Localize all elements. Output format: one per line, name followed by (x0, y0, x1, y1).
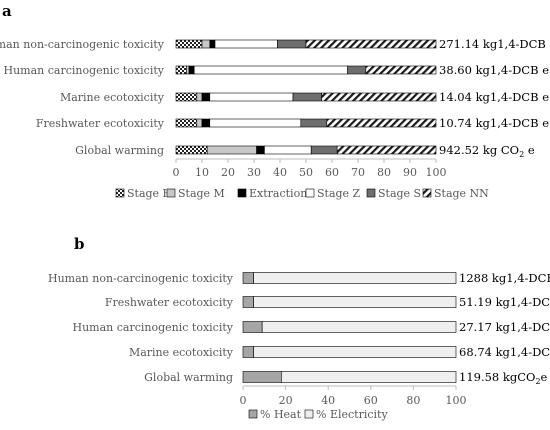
x-tick-label: 100 (446, 394, 467, 407)
bar-segment--heat (242, 346, 254, 358)
bar-segment--electricity (261, 321, 457, 333)
x-tick-label: 90 (403, 166, 417, 179)
bar-segment-stage-z (209, 92, 294, 102)
bar-segment-stage-nn (365, 65, 437, 75)
bar-total-label: 27.17 kg1,4-DCB e (459, 320, 550, 334)
legend-swatch (166, 188, 176, 198)
bar-segment-stage-z (193, 65, 348, 75)
x-tick-label: 20 (279, 394, 293, 407)
bar-total-label: 38.60 kg1,4-DCB e (439, 63, 549, 77)
bar-segment-stage-m (196, 118, 203, 128)
x-tick-label: 70 (351, 166, 365, 179)
legend-label: Stage NN (434, 187, 489, 200)
bar-segment--heat (242, 371, 282, 383)
legend-label: Stage H (127, 187, 172, 200)
category-label: Human non-carcinogenic toxicity (48, 272, 234, 285)
bar-segment-stage-z (209, 118, 302, 128)
x-tick-label: 80 (406, 394, 420, 407)
x-tick-label: 10 (195, 166, 209, 179)
bar-total-label: 1288 kg1,4-DCB e (459, 271, 550, 285)
legend-swatch (422, 188, 432, 198)
bar-segment-stage-h (175, 118, 198, 128)
legend-label: Extraction (249, 187, 307, 200)
bar-segment-stage-z (264, 145, 312, 155)
legend-label: % Electricity (316, 408, 388, 421)
bar-segment-stage-s (277, 39, 307, 49)
legend-swatch (305, 188, 315, 198)
bar-segment--electricity (253, 272, 457, 284)
legend-label: Stage Z (317, 187, 361, 200)
category-label: Global warming (75, 144, 164, 157)
bar-segment-extraction (201, 118, 211, 128)
bar-segment-stage-nn (305, 39, 437, 49)
bar-segment-stage-m (196, 92, 203, 102)
x-tick-label: 0 (240, 394, 247, 407)
legend-label: Stage M (178, 187, 225, 200)
bar-segment-stage-s (347, 65, 367, 75)
bar-segment--heat (242, 296, 254, 308)
x-tick-label: 100 (426, 166, 447, 179)
category-label: Human carcinogenic toxicity (4, 64, 165, 77)
panel-label: a (2, 2, 12, 20)
category-label: Human non-carcinogenic toxicity (0, 38, 165, 51)
bar-total-label: 10.74 kg1,4-DCB e (439, 116, 549, 130)
bar-segment-extraction (188, 65, 195, 75)
bar-segment-stage-m (201, 39, 211, 49)
bar-segment--electricity (253, 296, 457, 308)
bar-segment-extraction (201, 92, 211, 102)
x-tick-label: 60 (325, 166, 339, 179)
x-tick-label: 40 (321, 394, 335, 407)
category-label: Marine ecotoxicity (60, 91, 165, 104)
x-tick-label: 50 (299, 166, 313, 179)
category-label: Global warming (144, 371, 233, 384)
bar-segment-stage-z (214, 39, 278, 49)
category-label: Human carcinogenic toxicity (73, 321, 234, 334)
bar-total-label: 271.14 kg1,4-DCB e (439, 37, 550, 51)
bar-segment-extraction (256, 145, 265, 155)
bar-segment-stage-h (175, 145, 208, 155)
bar-segment-stage-s (300, 118, 328, 128)
bar-segment-stage-s (310, 145, 338, 155)
bar-total-label: 119.58 kgCO2e (459, 370, 548, 386)
bar-segment--heat (242, 272, 254, 284)
bar-segment--heat (242, 321, 263, 333)
bar-segment-stage-h (175, 92, 198, 102)
bar-segment-stage-h (175, 65, 187, 75)
bar-segment-stage-nn (336, 145, 437, 155)
bar-segment-extraction (209, 39, 216, 49)
x-tick-label: 0 (173, 166, 180, 179)
bar-segment-stage-m (186, 65, 190, 75)
x-tick-label: 40 (273, 166, 287, 179)
x-tick-label: 20 (221, 166, 235, 179)
category-label: Marine ecotoxicity (129, 346, 234, 359)
legend-swatch (366, 188, 376, 198)
bar-segment--electricity (253, 346, 457, 358)
bar-total-label: 68.74 kg1,4-DCB e (459, 345, 550, 359)
bar-segment-stage-nn (321, 92, 437, 102)
bar-segment-stage-h (175, 39, 203, 49)
category-label: Freshwater ecotoxicity (105, 296, 234, 309)
legend-swatch (237, 188, 247, 198)
bar-total-label: 942.52 kg CO2 e (439, 143, 535, 159)
bar-segment-stage-s (292, 92, 322, 102)
legend-swatch (304, 409, 314, 419)
bar-segment-stage-nn (326, 118, 437, 128)
chart-panel-a: a 0 10 20 30 40 50 60 70 80 90 100 Human non-carcino… (0, 2, 550, 200)
panel-label: b (74, 235, 85, 253)
legend-swatch (115, 188, 125, 198)
x-tick-label: 60 (364, 394, 378, 407)
x-tick-label: 80 (377, 166, 391, 179)
bar-total-label: 51.19 kg1,4-DCB e (459, 295, 550, 309)
legend-swatch (248, 409, 258, 419)
x-tick-label: 30 (247, 166, 261, 179)
bar-segment-stage-m (206, 145, 257, 155)
legend-label: Stage S (378, 187, 421, 200)
bar-total-label: 14.04 kg1,4-DCB e (439, 90, 549, 104)
chart-panel-b: b 0 20 40 60 80 100 Human non-carcinogenic toxi… (48, 235, 550, 421)
bar-segment--electricity (281, 371, 457, 383)
category-label: Freshwater ecotoxicity (36, 117, 165, 130)
legend-label: % Heat (260, 408, 302, 421)
